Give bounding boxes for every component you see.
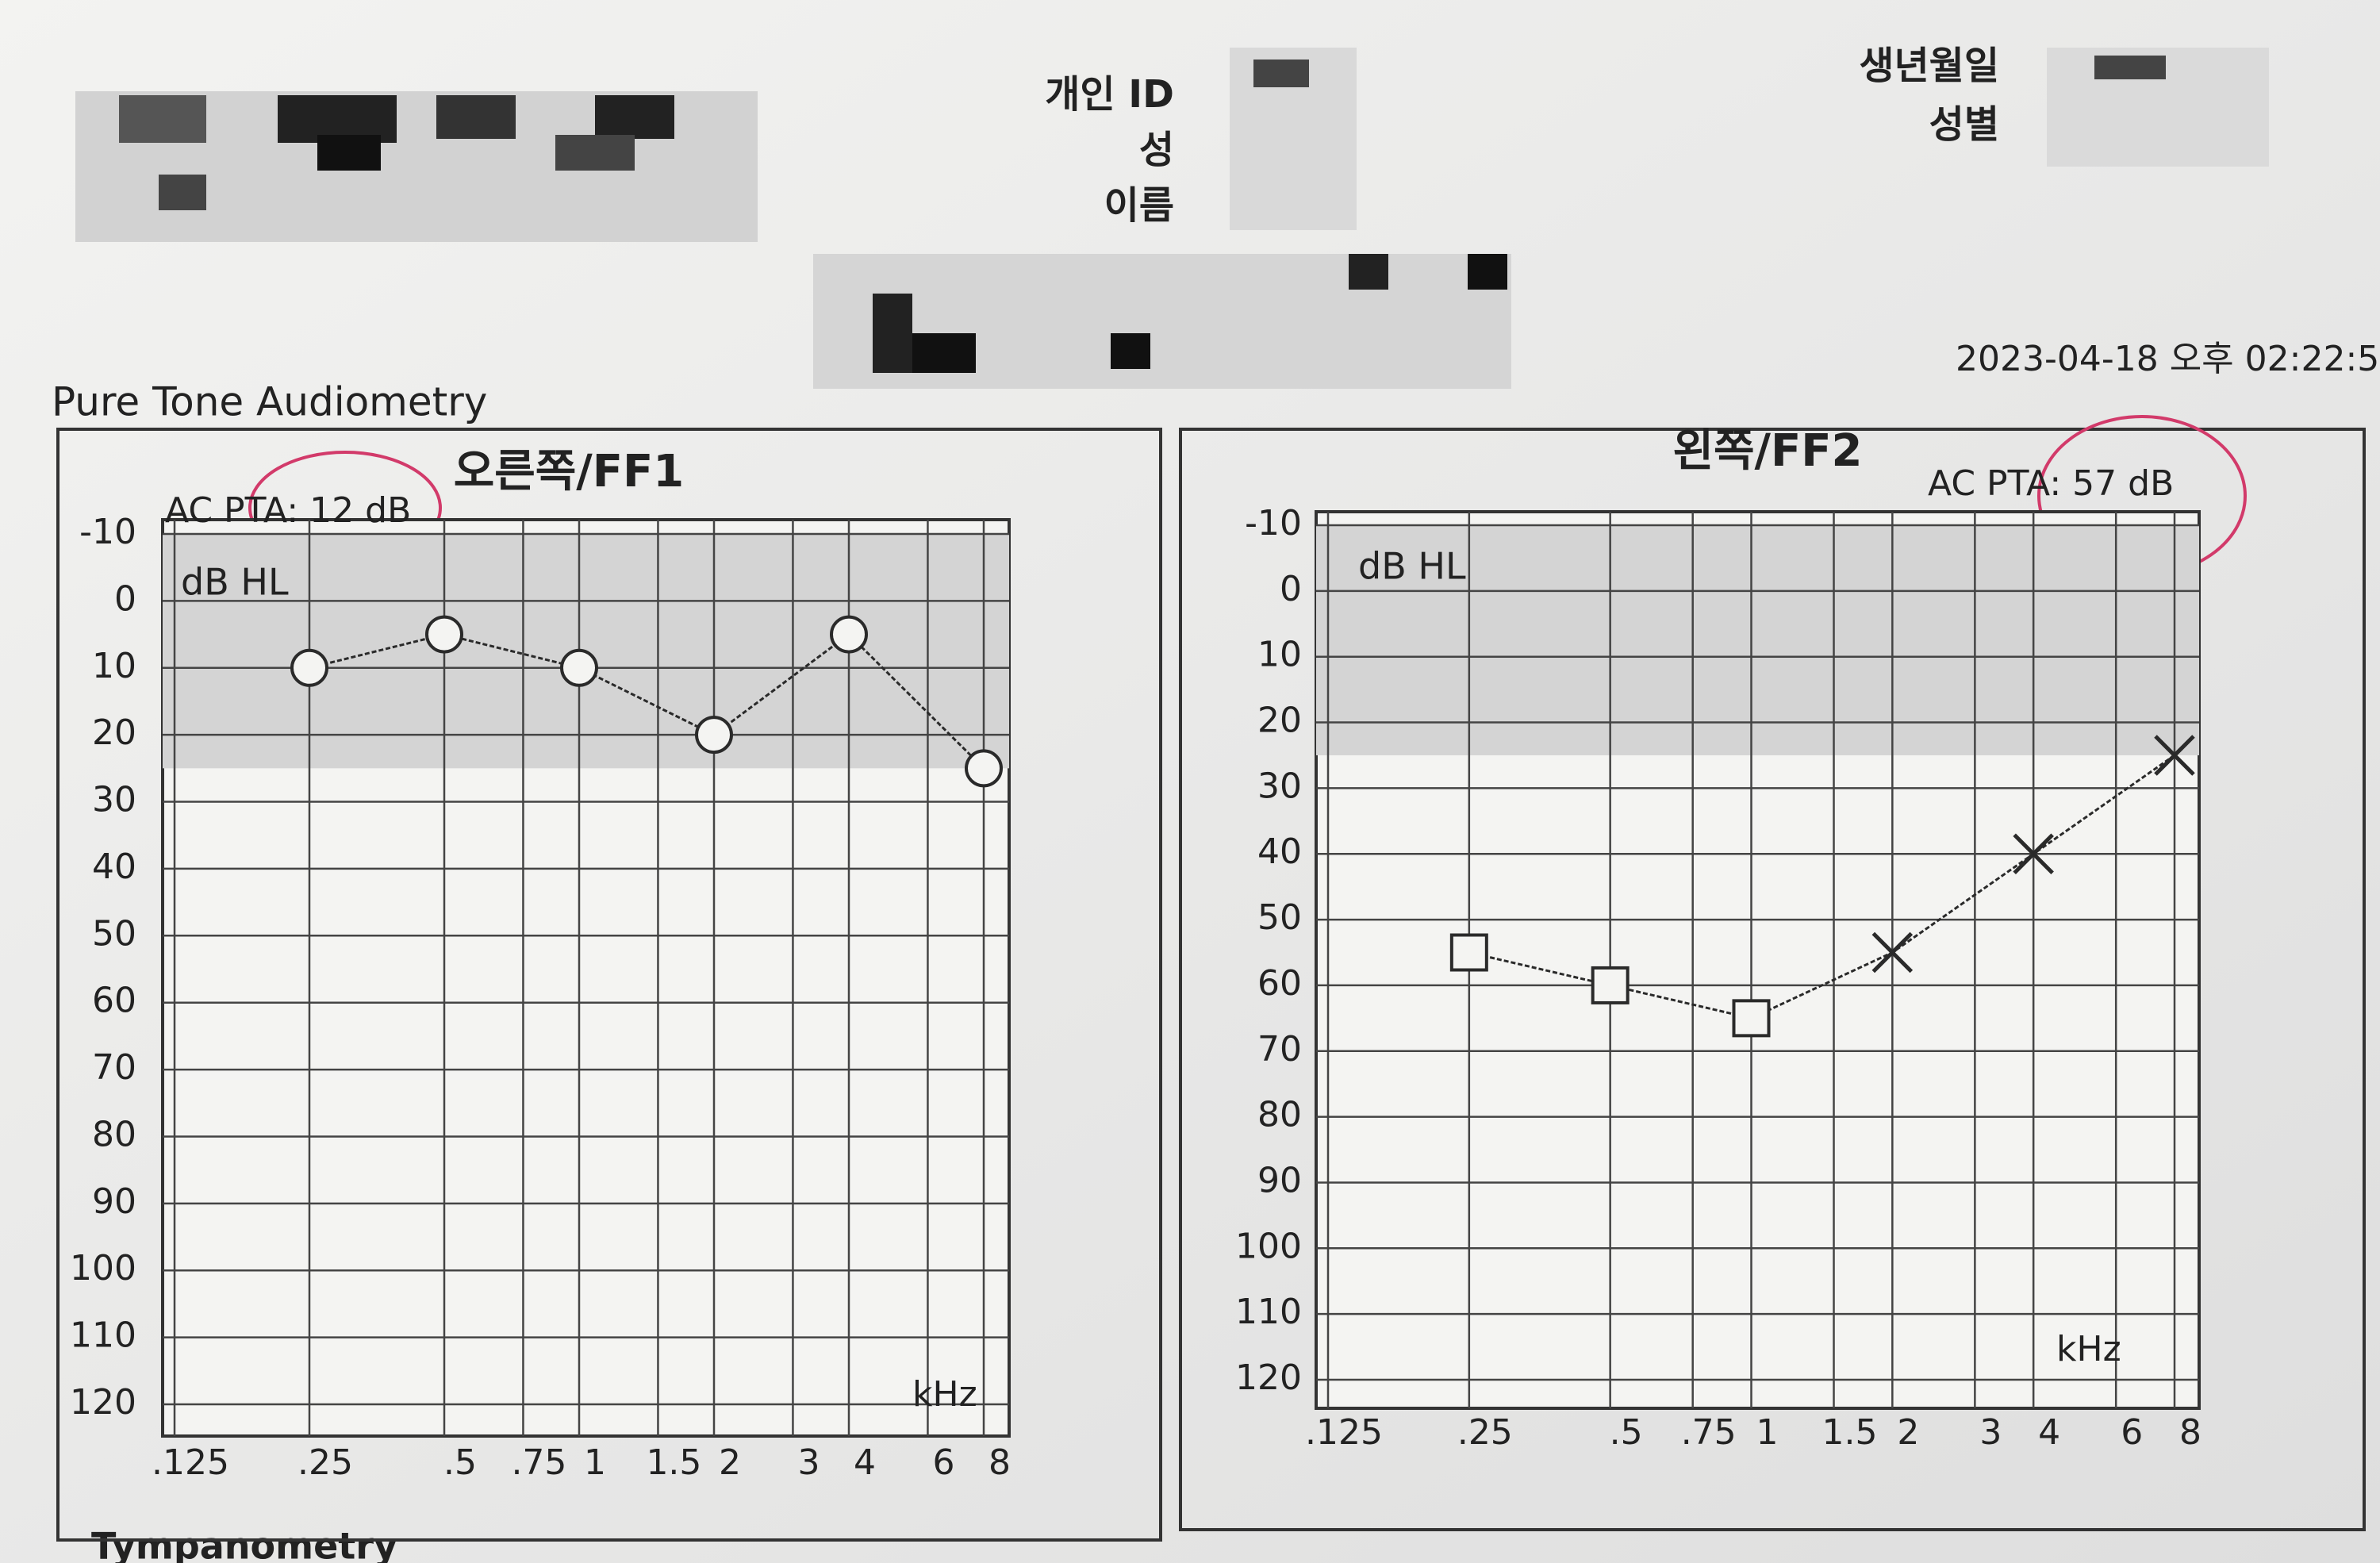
- x-tick-label: .75: [511, 1442, 566, 1483]
- redacted: [75, 48, 2269, 389]
- y-tick-label: 110: [70, 1315, 136, 1356]
- x-tick-label: 8: [2179, 1412, 2202, 1453]
- marker-x: [2154, 735, 2195, 776]
- y-tick-label: 60: [1257, 963, 1302, 1004]
- marker-circle: [425, 615, 463, 654]
- y-tick-label: 0: [114, 578, 136, 619]
- threshold-line: [1468, 754, 2175, 1020]
- chart-title: 오른쪽/FF1: [454, 446, 685, 497]
- x-tick-label: 1.5: [1822, 1412, 1878, 1453]
- field-label: 개인 ID: [1045, 72, 1174, 117]
- x-tick-label: .25: [298, 1442, 353, 1483]
- x-tick-label: 6: [2121, 1412, 2143, 1453]
- y-tick-label: 120: [70, 1382, 136, 1423]
- y-axis-label: dB HL: [1358, 545, 1466, 588]
- x-axis-label: kHz: [2056, 1329, 2121, 1369]
- marker-x: [1871, 931, 1914, 974]
- y-tick-label: 20: [1257, 701, 1302, 741]
- footer: Tympanometry: [91, 1525, 397, 1563]
- y-tick-label: 50: [92, 913, 136, 954]
- y-tick-label: 0: [1280, 569, 1302, 609]
- y-tick-label: 90: [92, 1181, 136, 1222]
- y-tick-label: 50: [1257, 897, 1302, 938]
- chart-frame: [56, 428, 1162, 1542]
- pta-annotation: AC PTA: 12 dB: [165, 490, 411, 531]
- x-tick-label: 4: [854, 1442, 876, 1483]
- y-tick-label: 100: [70, 1248, 136, 1288]
- marker-x: [2013, 833, 2054, 874]
- marker-circle: [560, 648, 598, 687]
- marker-circle: [830, 615, 868, 654]
- y-tick-label: 90: [1257, 1160, 1302, 1200]
- marker-circle: [965, 749, 1003, 788]
- x-tick-label: 1.5: [646, 1442, 701, 1483]
- x-tick-label: .125: [1305, 1412, 1383, 1453]
- y-tick-label: 10: [1257, 635, 1302, 675]
- x-tick-label: 8: [988, 1442, 1011, 1483]
- field-label: 성별: [1929, 102, 1999, 147]
- y-tick-label: 70: [1257, 1029, 1302, 1070]
- x-tick-label: .5: [443, 1442, 477, 1483]
- x-tick-label: 4: [2038, 1412, 2060, 1453]
- y-tick-label: 40: [92, 847, 136, 887]
- y-tick-label: 20: [92, 712, 136, 753]
- y-tick-label: 80: [92, 1114, 136, 1154]
- y-tick-label: 60: [92, 981, 136, 1021]
- marker-circle: [695, 716, 733, 755]
- chart-title: 왼쪽/FF2: [1673, 425, 1863, 477]
- field-label: 생년월일: [1859, 44, 1999, 88]
- x-tick-label: 1: [1756, 1412, 1779, 1453]
- x-axis-label: kHz: [912, 1374, 977, 1415]
- y-tick-label: 30: [1257, 766, 1302, 806]
- y-axis-label: dB HL: [181, 561, 289, 604]
- x-tick-label: 3: [797, 1442, 820, 1483]
- y-tick-label: 30: [92, 780, 136, 820]
- y-tick-label: 70: [92, 1047, 136, 1088]
- date: 2023-04-18 오후 02:22:5: [1956, 339, 2379, 379]
- page-heading: Pure Tone Audiometry: [52, 379, 487, 425]
- y-tick-label: 80: [1257, 1095, 1302, 1135]
- x-tick-label: 2: [719, 1442, 741, 1483]
- field-label: 이름: [1104, 183, 1174, 228]
- x-tick-label: 6: [932, 1442, 954, 1483]
- marker-square: [1591, 966, 1630, 1004]
- x-tick-label: 1: [584, 1442, 606, 1483]
- x-tick-label: 2: [1897, 1412, 1919, 1453]
- threshold-line: [309, 632, 985, 770]
- y-tick-label: -10: [79, 512, 136, 552]
- y-tick-label: 120: [1235, 1358, 1302, 1398]
- chart-frame: [1179, 428, 2366, 1531]
- y-tick-label: -10: [1245, 503, 1302, 543]
- x-tick-label: .75: [1681, 1412, 1737, 1453]
- marker-square: [1732, 999, 1771, 1038]
- x-tick-label: .5: [1610, 1412, 1643, 1453]
- y-tick-label: 40: [1257, 831, 1302, 872]
- field-label: 성: [1139, 128, 1174, 172]
- pta-annotation: AC PTA: 57 dB: [1928, 463, 2174, 504]
- header: 개인 ID 성 이름 생년월일 성별: [1045, 44, 1999, 228]
- marker-square: [1449, 933, 1488, 972]
- normal-range: [1316, 525, 2199, 755]
- y-tick-label: 110: [1235, 1292, 1302, 1332]
- y-tick-label: 100: [1235, 1226, 1302, 1266]
- marker-circle: [290, 648, 328, 687]
- x-tick-label: .25: [1457, 1412, 1513, 1453]
- x-tick-label: .125: [152, 1442, 229, 1483]
- x-tick-label: 3: [1979, 1412, 2002, 1453]
- y-tick-label: 10: [92, 646, 136, 686]
